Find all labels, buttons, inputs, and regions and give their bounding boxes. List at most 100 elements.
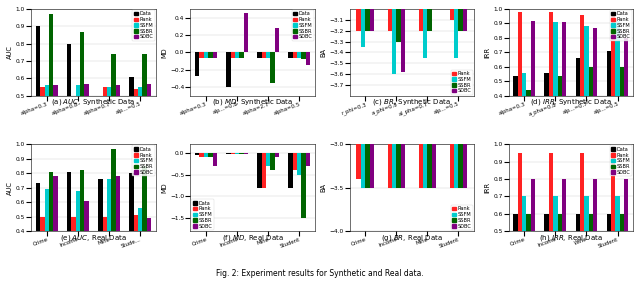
Y-axis label: MD: MD	[161, 182, 167, 193]
Bar	[266, 52, 270, 58]
Bar	[527, 90, 531, 154]
Bar	[49, 172, 53, 284]
Bar	[531, 20, 535, 154]
Bar	[589, 214, 593, 284]
Bar	[36, 183, 40, 284]
Bar	[67, 172, 72, 284]
Bar	[102, 217, 107, 284]
Bar	[423, 0, 428, 188]
Bar	[208, 153, 212, 157]
Legend: Data, Rank, SSFM, SSBR, SDBC: Data, Rank, SSFM, SSBR, SDBC	[610, 145, 632, 176]
Bar	[392, 0, 396, 74]
Bar	[401, 0, 405, 72]
Legend: Rank, SSFM, SSBR, SDBC: Rank, SSFM, SSBR, SDBC	[451, 70, 473, 95]
Bar	[361, 0, 365, 188]
Bar	[419, 0, 423, 31]
Bar	[134, 215, 138, 284]
Y-axis label: BA: BA	[321, 48, 326, 57]
Bar	[553, 197, 557, 284]
Bar	[116, 85, 120, 183]
Bar	[463, 0, 467, 31]
Bar	[518, 153, 522, 284]
Bar	[72, 217, 76, 284]
Bar	[111, 149, 116, 284]
Bar	[557, 214, 562, 284]
Bar	[45, 85, 49, 183]
Bar	[142, 166, 147, 284]
Bar	[361, 0, 365, 47]
Text: (a) $\mathit{AUC}$, Synthetic Data: (a) $\mathit{AUC}$, Synthetic Data	[51, 97, 136, 107]
Bar	[545, 73, 549, 154]
Bar	[289, 153, 292, 188]
Bar	[527, 214, 531, 284]
Bar	[458, 0, 463, 31]
Bar	[369, 0, 374, 188]
Bar	[297, 153, 301, 175]
Bar	[580, 153, 584, 284]
Bar	[458, 0, 463, 188]
Bar	[138, 208, 142, 284]
Bar	[388, 0, 392, 188]
Bar	[262, 153, 266, 188]
Text: Fig. 2: Experiment results for Synthetic and Real data.: Fig. 2: Experiment results for Synthetic…	[216, 269, 424, 278]
Y-axis label: IRR: IRR	[484, 47, 490, 58]
Bar	[580, 15, 584, 154]
Bar	[142, 54, 147, 183]
Bar	[84, 201, 89, 284]
Bar	[98, 179, 102, 284]
Bar	[204, 153, 208, 157]
Bar	[107, 87, 111, 183]
Legend: Data, Rank, SSFM, SSBR, SDBC: Data, Rank, SSFM, SSBR, SDBC	[292, 10, 314, 41]
Bar	[230, 153, 235, 154]
Bar	[388, 0, 392, 31]
Bar	[575, 58, 580, 154]
Bar	[45, 189, 49, 284]
Bar	[239, 52, 244, 59]
Bar	[513, 76, 518, 154]
Text: (c) $\mathit{BR}$, Synthetic Data: (c) $\mathit{BR}$, Synthetic Data	[372, 97, 451, 107]
Bar	[396, 0, 401, 41]
Bar	[67, 44, 72, 183]
Bar	[301, 52, 306, 59]
Bar	[562, 179, 566, 284]
Bar	[102, 87, 107, 183]
Bar	[392, 0, 396, 188]
Bar	[306, 153, 310, 166]
Bar	[607, 214, 611, 284]
Bar	[396, 0, 401, 188]
Bar	[589, 67, 593, 154]
Y-axis label: MD: MD	[161, 47, 167, 58]
Bar	[226, 52, 230, 87]
Bar	[244, 13, 248, 52]
Bar	[450, 0, 454, 188]
Bar	[428, 0, 431, 188]
Bar	[98, 111, 102, 183]
Bar	[624, 179, 628, 284]
Bar	[36, 26, 40, 183]
Y-axis label: AUC: AUC	[7, 45, 13, 59]
Bar	[428, 0, 431, 31]
Bar	[584, 26, 589, 154]
Bar	[584, 197, 589, 284]
Bar	[111, 54, 116, 183]
Bar	[297, 52, 301, 58]
Bar	[292, 153, 297, 170]
Bar	[463, 0, 467, 188]
Bar	[76, 85, 80, 183]
Bar	[545, 214, 549, 284]
Text: (h) $\mathit{IRR}$, Real Data: (h) $\mathit{IRR}$, Real Data	[539, 233, 603, 243]
Bar	[423, 0, 428, 58]
Bar	[72, 96, 76, 183]
Bar	[195, 153, 200, 155]
Bar	[531, 179, 535, 284]
Bar	[239, 153, 244, 154]
Legend: Rank, SSFM, SSBR, SDBC: Rank, SSFM, SSBR, SDBC	[451, 205, 473, 230]
Bar	[549, 153, 553, 284]
Bar	[518, 12, 522, 154]
Bar	[522, 197, 527, 284]
Bar	[116, 176, 120, 284]
Bar	[607, 51, 611, 154]
Legend: Data, Rank, SSFM, SSBR, SDBC: Data, Rank, SSFM, SSBR, SDBC	[610, 10, 632, 41]
Bar	[522, 73, 527, 154]
Bar	[138, 87, 142, 183]
